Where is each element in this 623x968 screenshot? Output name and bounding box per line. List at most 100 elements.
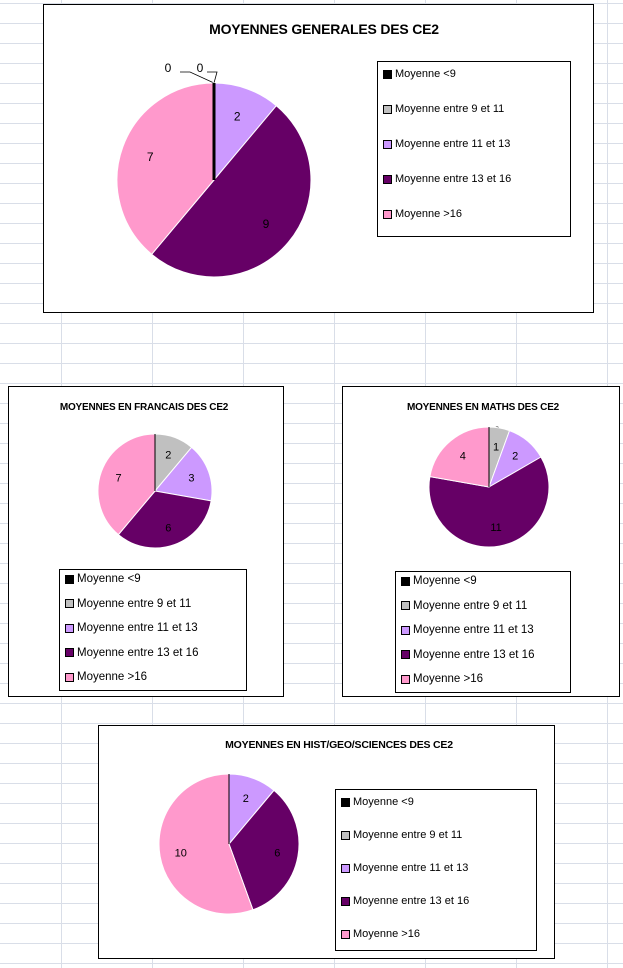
data-label-5: 10	[175, 847, 187, 859]
legend-label: Moyenne >16	[395, 208, 462, 220]
data-label-4: 6	[165, 522, 171, 534]
legend-item-1[interactable]: Moyenne <9	[401, 575, 477, 587]
legend-swatch	[341, 797, 350, 807]
pie-slice-3[interactable]	[154, 446, 213, 502]
legend-swatch	[341, 929, 350, 939]
legend-swatch	[401, 650, 410, 659]
legend-swatch	[401, 601, 410, 610]
chart-title: MOYENNES EN HIST/GEO/SCIENCES DES CE2	[225, 739, 453, 751]
legend-item-2[interactable]: Moyenne entre 9 et 11	[65, 598, 191, 610]
legend-swatch	[383, 139, 392, 149]
data-label-3: 3	[188, 473, 194, 485]
legend-swatch	[383, 209, 392, 219]
pie-plot: 02367	[97, 432, 213, 549]
data-label-5: 7	[116, 473, 122, 485]
legend-swatch	[341, 863, 350, 873]
legend-label: Moyenne entre 13 et 16	[353, 895, 470, 907]
data-label-5: 7	[147, 150, 154, 164]
data-label-3: 2	[234, 109, 241, 123]
legend-swatch	[383, 174, 392, 184]
data-label-3: 2	[512, 451, 518, 463]
legend-item-4[interactable]: Moyenne entre 13 et 16	[341, 895, 469, 907]
legend-item-4[interactable]: Moyenne entre 13 et 16	[65, 647, 198, 659]
data-label-2: 1	[493, 442, 499, 454]
chart-moyennes-hist-geo-sciences[interactable]: MOYENNES EN HIST/GEO/SCIENCES DES CE2 00…	[98, 725, 555, 959]
legend-label: Moyenne entre 11 et 13	[353, 862, 469, 874]
chart-moyennes-francais[interactable]: MOYENNES EN FRANCAIS DES CE2 02367 Moyen…	[8, 386, 284, 697]
pie-slice-4[interactable]	[228, 789, 300, 911]
legend-label: Moyenne entre 13 et 16	[77, 646, 199, 659]
data-label-2: 2	[165, 449, 171, 461]
leader-line-1	[180, 71, 215, 84]
pie-slice-4[interactable]	[117, 490, 212, 549]
legend-item-1[interactable]: Moyenne <9	[341, 796, 414, 808]
legend-label: Moyenne entre 11 et 13	[395, 138, 511, 150]
legend-item-3[interactable]: Moyenne entre 11 et 13	[341, 862, 468, 874]
legend-item-1[interactable]: Moyenne <9	[65, 573, 141, 585]
pie-slice-4[interactable]	[150, 104, 312, 278]
legend-label: Moyenne >16	[413, 673, 484, 685]
legend-swatch	[65, 574, 74, 584]
legend-label: Moyenne <9	[395, 68, 456, 80]
pie-plot: 002610	[158, 773, 300, 915]
legend-item-5[interactable]: Moyenne >16	[65, 671, 147, 683]
legend-item-4[interactable]: Moyenne entre 13 et 16	[401, 649, 534, 661]
legend: Moyenne <9 Moyenne entre 9 et 11 Moyenne e…	[377, 61, 571, 237]
legend-label: Moyenne entre 13 et 16	[395, 173, 512, 185]
legend-item-5[interactable]: Moyenne >16	[341, 928, 420, 940]
legend-item-5[interactable]: Moyenne >16	[383, 208, 462, 220]
pie-plot: 0 0 2 9 7	[116, 61, 312, 278]
legend-item-3[interactable]: Moyenne entre 11 et 13	[383, 138, 510, 150]
legend: Moyenne <9 Moyenne entre 9 et 11 Moyenne e…	[395, 571, 571, 693]
data-label-4: 9	[263, 217, 270, 231]
legend-label: Moyenne <9	[77, 573, 141, 585]
legend-item-3[interactable]: Moyenne entre 11 et 13	[65, 622, 198, 634]
data-label-2: 0	[197, 61, 204, 75]
legend-swatch	[401, 625, 410, 635]
legend-swatch	[65, 672, 74, 682]
pie-plot: 012114	[428, 425, 550, 548]
legend-label: Moyenne >16	[353, 928, 420, 940]
data-label-5: 4	[460, 451, 466, 463]
chart-title: MOYENNES EN FRANCAIS DES CE2	[59, 402, 229, 413]
legend-swatch	[65, 623, 74, 633]
pie-slice-5[interactable]	[97, 433, 156, 536]
pie-slice-5[interactable]	[116, 82, 215, 256]
chart-title: MOYENNES EN MATHS DES CE2	[406, 402, 560, 413]
legend-item-3[interactable]: Moyenne entre 11 et 13	[401, 624, 534, 636]
legend-label: Moyenne >16	[77, 671, 148, 683]
data-label-4: 6	[274, 847, 280, 859]
legend: Moyenne <9 Moyenne entre 9 et 11 Moyenne e…	[335, 789, 537, 951]
legend-label: Moyenne entre 11 et 13	[413, 624, 534, 636]
legend-label: Moyenne entre 9 et 11	[395, 103, 505, 115]
legend-item-5[interactable]: Moyenne >16	[401, 673, 483, 685]
pie-slice-4[interactable]	[428, 456, 550, 548]
legend-swatch	[383, 104, 392, 114]
legend-label: Moyenne entre 13 et 16	[413, 648, 535, 661]
legend-swatch	[341, 830, 350, 840]
legend-item-1[interactable]: Moyenne <9	[383, 68, 456, 80]
legend-swatch	[401, 674, 410, 684]
legend-label: Moyenne <9	[353, 796, 414, 808]
data-label-3: 2	[243, 793, 249, 805]
leader-line-2	[207, 71, 218, 84]
legend-item-2[interactable]: Moyenne entre 9 et 11	[341, 829, 462, 841]
legend-item-4[interactable]: Moyenne entre 13 et 16	[383, 173, 511, 185]
pie-slice-5[interactable]	[429, 426, 490, 488]
legend-label: Moyenne entre 9 et 11	[413, 599, 528, 612]
legend-swatch	[383, 69, 392, 79]
legend-label: Moyenne entre 9 et 11	[353, 829, 463, 841]
legend-label: Moyenne entre 11 et 13	[77, 622, 198, 634]
pie-slice-5[interactable]	[158, 773, 254, 915]
legend-label: Moyenne entre 9 et 11	[77, 597, 192, 610]
data-label-1: 0	[165, 61, 172, 75]
legend-item-2[interactable]: Moyenne entre 9 et 11	[401, 600, 527, 612]
legend-swatch	[401, 576, 410, 586]
legend-swatch	[65, 648, 74, 657]
chart-moyennes-generales[interactable]: MOYENNES GENERALES DES CE2 0 0 2 9 7 Moyenne…	[43, 4, 594, 313]
legend-item-2[interactable]: Moyenne entre 9 et 11	[383, 103, 504, 115]
chart-title: MOYENNES GENERALES DES CE2	[209, 21, 439, 37]
chart-moyennes-maths[interactable]: MOYENNES EN MATHS DES CE2 012114 Moyenne…	[342, 386, 620, 697]
legend: Moyenne <9 Moyenne entre 9 et 11 Moyenne e…	[59, 569, 247, 691]
legend-swatch	[65, 599, 74, 608]
